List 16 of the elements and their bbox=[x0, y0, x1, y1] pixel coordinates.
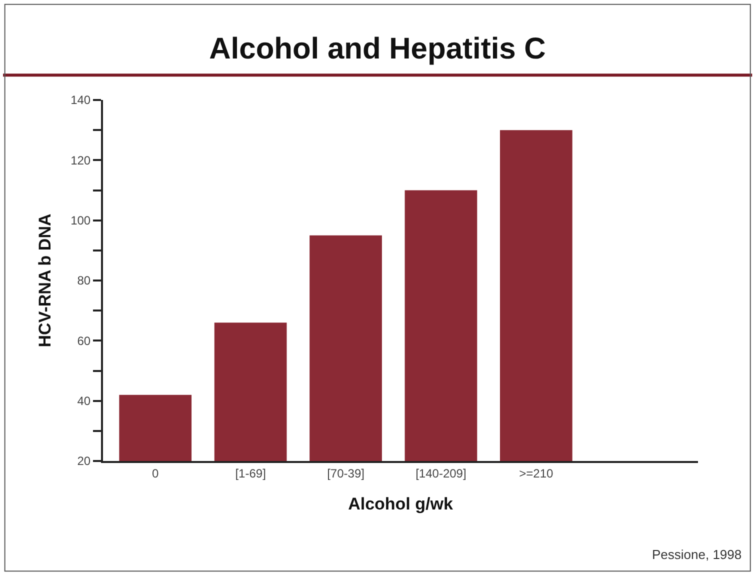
x-tick-label: [70-39] bbox=[327, 466, 364, 480]
chart-title: Alcohol and Hepatitis C bbox=[209, 32, 546, 66]
x-tick-label: [1-69] bbox=[235, 466, 266, 480]
y-tick-label: 100 bbox=[70, 214, 91, 228]
y-tick-label: 80 bbox=[77, 274, 91, 288]
x-tick-label: >=210 bbox=[519, 466, 554, 480]
x-tick-label: [140-209] bbox=[416, 466, 466, 480]
x-axis-title: Alcohol g/wk bbox=[348, 494, 454, 514]
y-tick-label: 140 bbox=[70, 93, 91, 108]
x-tick-label: 0 bbox=[152, 466, 160, 480]
y-tick-label: 60 bbox=[77, 334, 91, 348]
y-axis-title: HCV-RNA b DNA bbox=[36, 214, 55, 348]
y-tick-label: 120 bbox=[70, 153, 91, 168]
y-tick-label: 20 bbox=[77, 454, 91, 468]
text: Pessione, 1998 bbox=[652, 547, 742, 562]
y-tick-label: 40 bbox=[77, 394, 91, 408]
